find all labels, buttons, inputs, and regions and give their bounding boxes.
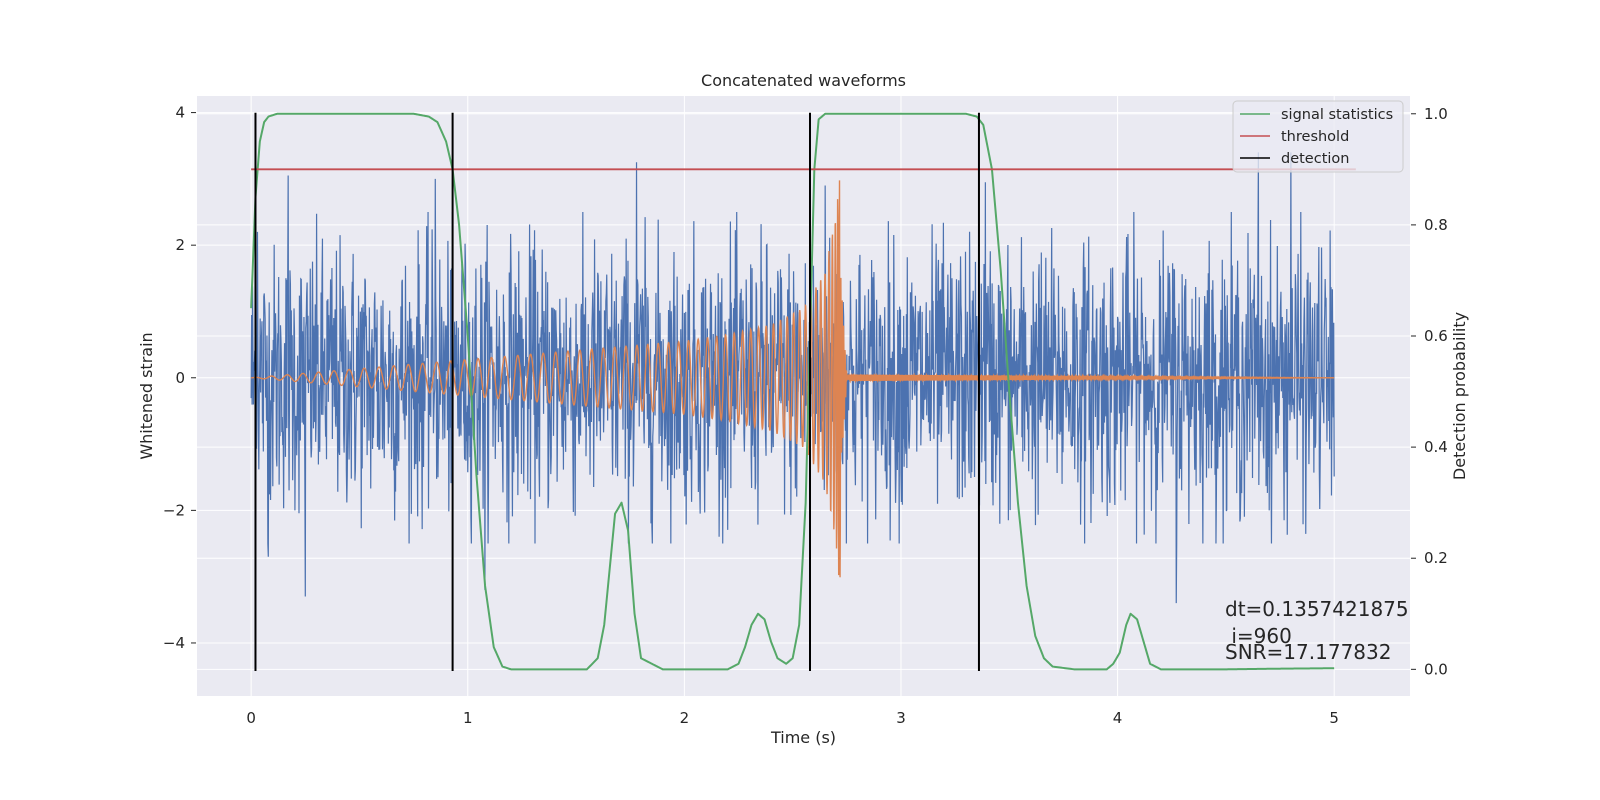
legend-label-threshold: threshold (1281, 129, 1349, 145)
x-tick-label: 2 (680, 709, 690, 727)
x-tick-label: 3 (896, 709, 906, 727)
legend-label-signal-statistics: signal statistics (1281, 107, 1393, 123)
x-tick-label: 0 (246, 709, 256, 727)
annotation-i: i=960 (1225, 624, 1292, 648)
y-tick-label: −2 (163, 501, 185, 519)
x-tick-label: 4 (1113, 709, 1123, 727)
legend-label-detection: detection (1281, 151, 1349, 167)
y-tick-label: −4 (163, 634, 185, 652)
legend-box (1232, 100, 1404, 173)
annotation-snr: SNR=17.177832 (1225, 640, 1391, 664)
y2-axis-label: Detection probability (1450, 312, 1469, 480)
legend: signal statistics threshold detection (1232, 100, 1404, 173)
x-tick-label: 5 (1329, 709, 1339, 727)
y2-tick-label: 0.6 (1424, 327, 1448, 345)
y-tick-label: 0 (175, 369, 185, 387)
y2-tick-label: 0.2 (1424, 549, 1448, 567)
gridlines (197, 96, 1410, 696)
y2-tick-label: 1.0 (1424, 105, 1448, 123)
x-axis-label: Time (s) (770, 728, 836, 747)
y2-tick-label: 0.0 (1424, 660, 1448, 678)
y-axis-label: Whitened strain (137, 332, 156, 459)
chart-title: Concatenated waveforms (701, 71, 906, 90)
y2-tick-label: 0.8 (1424, 216, 1448, 234)
y-tick-label: 2 (175, 236, 185, 254)
annotation-dt: dt=0.1357421875 (1225, 597, 1409, 621)
series-whitened-strain-noise (250, 152, 1335, 604)
x-tick-label: 1 (463, 709, 473, 727)
series-chirp-template (251, 180, 1335, 578)
series-signal-statistics (250, 112, 1335, 671)
y2-tick-label: 0.4 (1424, 438, 1448, 456)
tick-labels: 0 1 2 3 4 5 −4 −2 0 2 4 0.0 0.2 0.4 0.6 0.8 1.0 (163, 104, 1448, 727)
data-layer (250, 112, 1356, 671)
y-tick-label: 4 (175, 104, 185, 122)
